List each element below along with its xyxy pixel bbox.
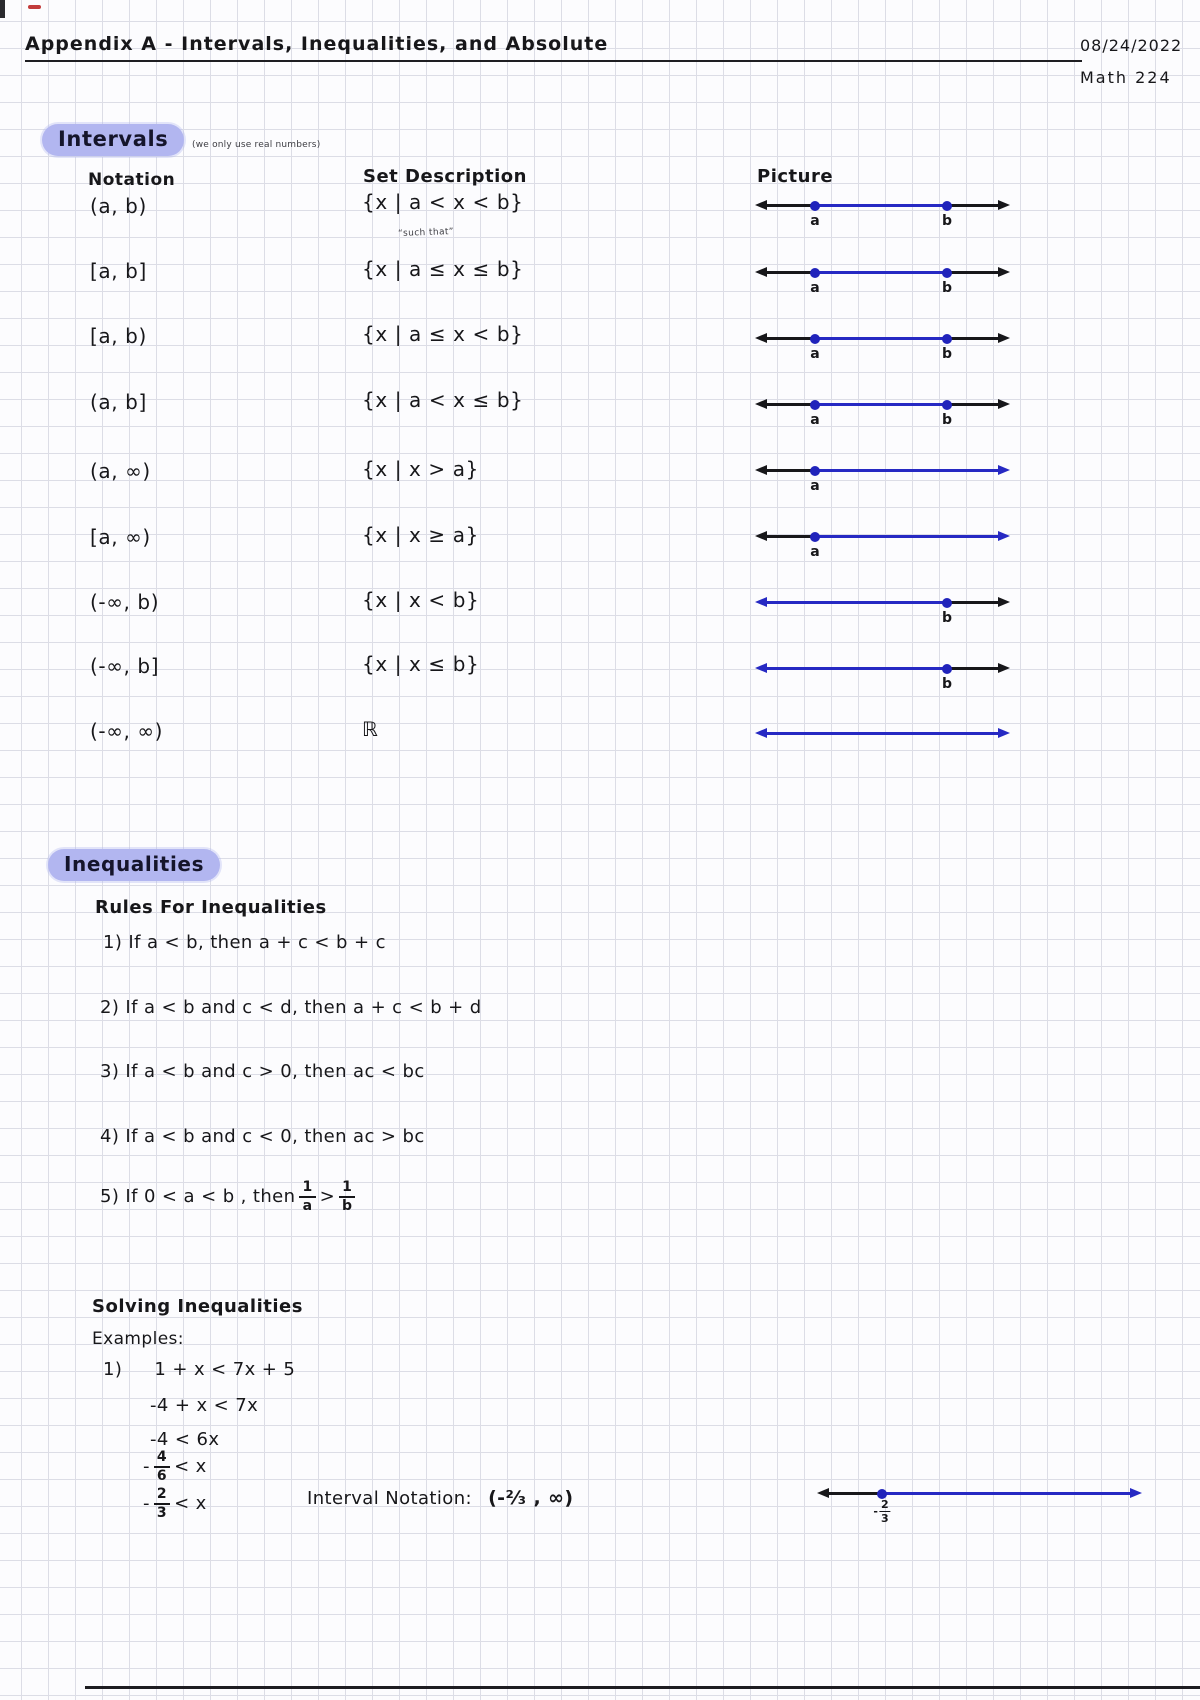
step-rest: < x [174, 1493, 207, 1515]
interval-set-description: {x | x > a} [362, 457, 479, 481]
interval-notation-value: (-²⁄₃ , ∞) [488, 1487, 574, 1509]
interval-notation: (a, b) [90, 194, 147, 218]
section-heading-intervals: Intervals [42, 124, 185, 156]
page-bottom-rule [85, 1686, 1200, 1689]
interval-set-description: {x | x ≤ b} [362, 652, 480, 676]
example-step: 1) 1 + x < 7x + 5 [103, 1359, 295, 1380]
solving-heading: Solving Inequalities [92, 1296, 303, 1317]
column-header-notation: Notation [88, 170, 176, 190]
minus-sign: - [143, 1456, 150, 1478]
interval-notation: (-∞, b) [90, 590, 160, 614]
rule-item: 1) If a < b, then a + c < b + c [103, 932, 386, 953]
column-header-picture: Picture [757, 166, 834, 187]
red-ink-mark [28, 5, 41, 9]
such-that-annotation: “such that” [397, 227, 455, 239]
rule5-text: 5) If 0 < a < b , then [100, 1186, 296, 1208]
intervals-heading-label: Intervals [58, 127, 169, 151]
interval-set-description: {x | x < b} [362, 588, 480, 612]
interval-number-line: a [755, 529, 1010, 567]
intervals-side-note: (we only use real numbers) [192, 140, 321, 150]
interval-set-description: {x | a ≤ x < b} [362, 322, 524, 346]
example-number: 1) [103, 1359, 123, 1380]
interval-set-description: {x | x ≥ a} [362, 523, 479, 547]
example-step: -4 < 6x [150, 1429, 220, 1450]
step-expression: 1 + x < 7x + 5 [154, 1359, 296, 1380]
interval-set-description: ℝ [362, 717, 379, 741]
interval-number-line [755, 726, 1010, 764]
inequalities-heading-label: Inequalities [64, 852, 205, 876]
step-rest: < x [174, 1456, 207, 1478]
interval-notation: (-∞, b] [90, 654, 160, 678]
example-step: -4 + x < 7x [150, 1395, 259, 1416]
page-corner-mark [0, 0, 5, 18]
rules-heading: Rules For Inequalities [95, 897, 327, 918]
interval-notation: (a, b] [90, 390, 147, 414]
column-header-set-description: Set Description [363, 166, 527, 187]
title-underline [25, 60, 1082, 62]
section-heading-inequalities: Inequalities [48, 849, 221, 881]
interval-set-description: {x | a < x < b} [362, 190, 524, 214]
interval-notation: [a, ∞) [90, 525, 151, 549]
interval-set-description: {x | a < x ≤ b} [362, 388, 524, 412]
interval-notation-result: Interval Notation: (-²⁄₃ , ∞) [307, 1487, 573, 1509]
interval-notation: [a, b) [90, 324, 147, 348]
rule-item: 2) If a < b and c < d, then a + c < b + … [100, 997, 482, 1018]
interval-number-line: a [755, 463, 1010, 501]
interval-notation: (a, ∞) [90, 459, 151, 483]
rule5-comparator: > [319, 1186, 336, 1208]
minus-sign: - [143, 1493, 150, 1515]
rule-item: 4) If a < b and c < 0, then ac > bc [100, 1126, 425, 1147]
course-name: Math 224 [1080, 68, 1172, 87]
interval-notation: (-∞, ∞) [90, 719, 164, 743]
interval-number-line: b [755, 595, 1010, 633]
page-title: Appendix A - Intervals, Inequalities, an… [25, 33, 609, 55]
rule-item: 3) If a < b and c > 0, then ac < bc [100, 1061, 425, 1082]
examples-label: Examples: [92, 1329, 184, 1349]
interval-set-description: {x | a ≤ x ≤ b} [362, 257, 524, 281]
interval-number-line: b [755, 661, 1010, 699]
date: 08/24/2022 [1080, 36, 1183, 55]
interval-notation: [a, b] [90, 259, 147, 283]
interval-notation-label: Interval Notation: [307, 1488, 472, 1509]
